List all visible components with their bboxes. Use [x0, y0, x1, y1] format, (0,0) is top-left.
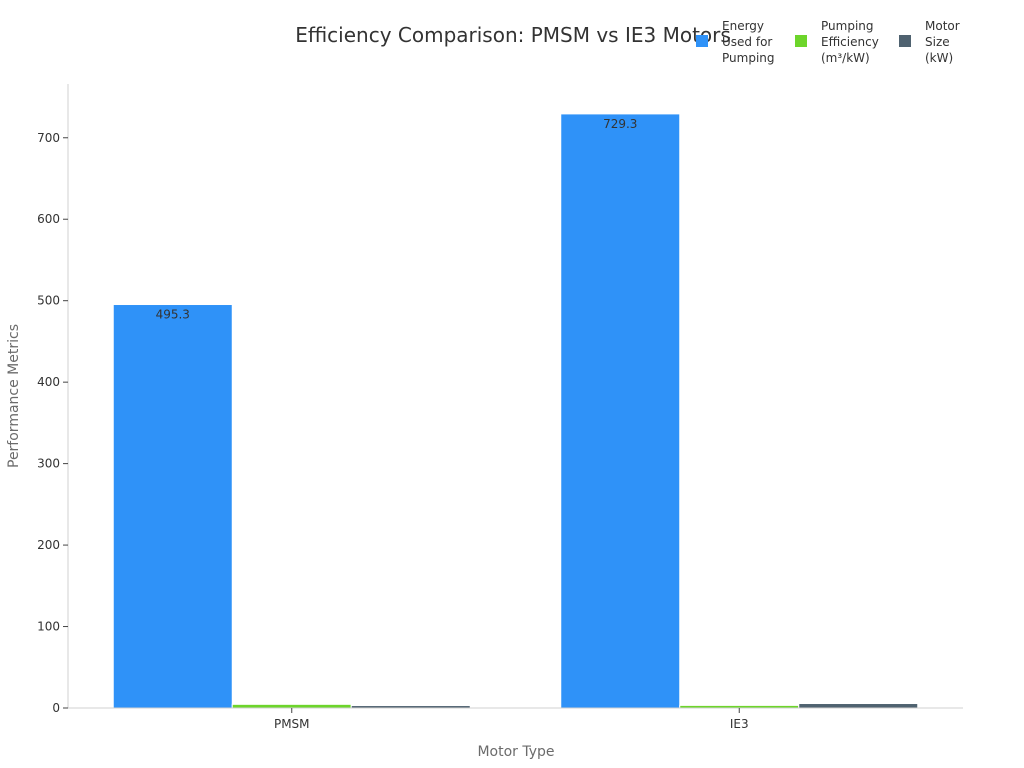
- legend-swatch: [696, 35, 708, 47]
- data-label-pmsm: 495.3: [156, 308, 190, 322]
- y-axis-ticks: 0 100 200 300 400 500 600 700: [37, 131, 68, 715]
- chart-title: Efficiency Comparison: PMSM vs IE3 Motor…: [295, 23, 731, 47]
- plot-area: 495.3 729.3: [112, 113, 919, 709]
- legend-swatch: [795, 35, 807, 47]
- bar-pmsm-series-0: [112, 304, 233, 709]
- legend-item-2: Motor Size (kW): [899, 19, 960, 65]
- x-axis-title: Motor Type: [477, 744, 554, 760]
- legend-item-1: Pumping Efficiency (m³/kW): [795, 19, 879, 65]
- y-tick-label: 300: [37, 457, 60, 471]
- y-tick-label: 100: [37, 620, 60, 634]
- y-tick-label: 400: [37, 375, 60, 389]
- legend: Energy Used for Pumping Pumping Efficiency (m…: [696, 19, 960, 65]
- axes: [67, 84, 963, 709]
- y-tick-label: 200: [37, 538, 60, 552]
- bar-pmsm-series-1: [231, 703, 352, 709]
- data-label-ie3: 729.3: [603, 117, 637, 131]
- legend-item-0: Energy Used for Pumping: [696, 19, 775, 65]
- y-tick-label: 700: [37, 131, 60, 145]
- x-axis-ticks: PMSM IE3: [274, 708, 749, 731]
- y-axis-title: Performance Metrics: [6, 324, 22, 468]
- y-tick-label: 500: [37, 294, 60, 308]
- legend-swatch: [899, 35, 911, 47]
- legend-label: Energy Used for Pumping: [722, 19, 775, 65]
- x-tick-label: IE3: [730, 717, 749, 731]
- x-tick-label: PMSM: [274, 717, 310, 731]
- legend-label: Motor Size (kW): [925, 19, 960, 65]
- legend-label: Pumping Efficiency (m³/kW): [821, 19, 879, 65]
- y-tick-label: 0: [52, 701, 60, 715]
- bar-ie3-series-2: [798, 703, 919, 709]
- bar-ie3-series-0: [560, 113, 681, 709]
- y-tick-label: 600: [37, 212, 60, 226]
